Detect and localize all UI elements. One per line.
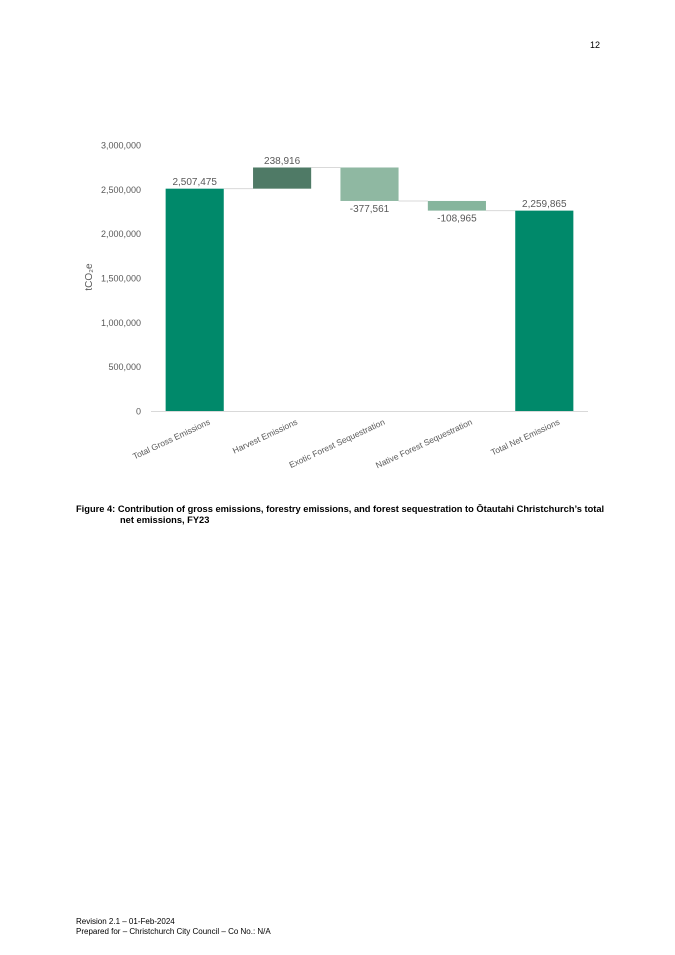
bar-total-net-emissions: [515, 210, 574, 411]
x-axis-label: Total Net Emissions: [489, 417, 561, 458]
data-label: 2,507,475: [172, 177, 217, 188]
data-label: 2,259,865: [522, 199, 567, 210]
x-axis-label: Exotic Forest Sequestration: [287, 417, 386, 470]
data-label: -377,561: [350, 204, 390, 215]
data-label: 238,916: [264, 156, 301, 167]
footer-prepared-for: Prepared for – Christchurch City Council…: [76, 926, 271, 936]
caption-text-line2: net emissions, FY23: [120, 515, 210, 525]
y-axis-title: tCO₂e: [84, 263, 95, 291]
figure-caption: Figure 4: Contribution of gross emission…: [76, 504, 606, 526]
connector-lines: [223, 166, 516, 212]
y-tick-label: 1,000,000: [101, 318, 141, 328]
bar-harvest-emissions: [253, 167, 312, 189]
x-axis-label: Total Gross Emissions: [131, 417, 211, 462]
bars: [165, 167, 574, 411]
bar-total-gross-emissions: [165, 188, 224, 411]
data-labels: 2,507,475 238,916 -377,561 -108,965 2,259,86…: [172, 156, 567, 225]
y-tick-label: 1,500,000: [101, 274, 141, 284]
x-axis-label: Native Forest Sequestration: [374, 417, 474, 471]
caption-text-line1: Contribution of gross emissions, forestr…: [117, 504, 605, 514]
x-axis-label: Harvest Emissions: [231, 417, 299, 456]
y-axis-ticks: 0 500,000 1,000,000 1,500,000 2,000,000 2,500…: [101, 141, 141, 417]
footer: Revision 2.1 – 01-Feb-2024 Prepared for …: [76, 917, 271, 936]
waterfall-chart: 0 500,000 1,000,000 1,500,000 2,000,000 2,500…: [84, 141, 588, 471]
caption-label: Figure 4:: [76, 504, 116, 514]
x-axis-labels: Total Gross Emissions Harvest EmissionsEx…: [131, 417, 561, 471]
y-tick-label: 0: [136, 407, 141, 417]
y-tick-label: 500,000: [108, 362, 141, 372]
footer-revision: Revision 2.1 – 01-Feb-2024: [76, 917, 175, 926]
y-tick-label: 2,500,000: [101, 185, 141, 195]
y-tick-label: 3,000,000: [101, 141, 141, 151]
bar-exotic-forest-sequestration: [340, 167, 399, 201]
bar-native-forest-sequestration: [427, 200, 486, 211]
data-label: -108,965: [437, 214, 477, 225]
y-tick-label: 2,000,000: [101, 229, 141, 239]
page-number: 12: [589, 40, 600, 50]
